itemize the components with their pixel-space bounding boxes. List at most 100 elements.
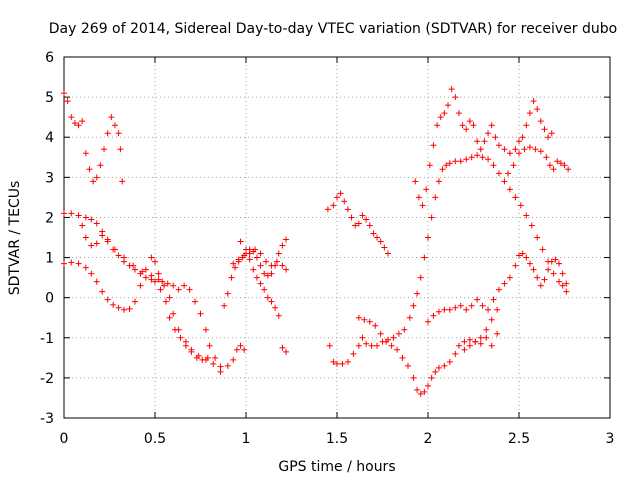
data-point <box>492 134 499 141</box>
grid-lines <box>64 57 610 418</box>
series-track-n <box>461 330 501 353</box>
data-point <box>368 342 375 349</box>
data-point <box>75 260 82 267</box>
series-track-c <box>61 254 224 375</box>
data-point <box>68 259 75 266</box>
data-point <box>510 162 517 169</box>
data-point <box>117 146 124 153</box>
data-point <box>534 274 541 281</box>
data-point <box>115 130 122 137</box>
data-point <box>212 354 219 361</box>
data-point <box>283 348 290 355</box>
data-point <box>182 342 189 349</box>
data-point <box>261 286 268 293</box>
data-point <box>115 304 122 311</box>
data-point <box>550 166 557 173</box>
data-point <box>104 296 111 303</box>
data-point <box>235 256 242 263</box>
data-point <box>516 138 522 145</box>
data-point <box>177 334 184 341</box>
data-point <box>501 146 508 153</box>
data-point <box>68 210 75 217</box>
data-point <box>526 260 533 267</box>
data-point <box>264 272 271 279</box>
data-point <box>563 288 570 295</box>
chart-title: Day 269 of 2014, Sidereal Day-to-day VTE… <box>49 21 617 37</box>
data-point <box>485 156 492 163</box>
data-point <box>556 260 563 267</box>
data-point <box>516 252 522 259</box>
data-point <box>430 312 437 319</box>
data-point <box>426 162 433 169</box>
data-point <box>104 238 111 245</box>
data-point <box>230 260 237 267</box>
data-point <box>423 186 430 193</box>
data-point <box>370 230 377 237</box>
data-point <box>483 334 490 341</box>
data-point <box>217 368 224 375</box>
data-point <box>434 122 441 129</box>
data-point <box>526 110 533 117</box>
data-point <box>273 258 280 265</box>
data-point <box>228 274 235 281</box>
data-point <box>64 98 71 105</box>
data-point <box>488 122 495 129</box>
data-point <box>272 304 279 311</box>
data-point <box>425 382 431 389</box>
data-point <box>361 316 368 323</box>
data-point <box>526 144 533 151</box>
data-point <box>395 330 402 337</box>
data-point <box>463 306 470 313</box>
data-point <box>377 238 384 245</box>
data-point <box>457 302 464 309</box>
data-point <box>159 278 166 285</box>
data-point <box>530 266 537 273</box>
data-point <box>99 228 106 235</box>
data-point <box>401 326 408 333</box>
data-point <box>432 368 439 375</box>
data-point <box>88 242 95 249</box>
data-point <box>445 102 452 109</box>
data-point <box>119 178 126 185</box>
series-track-i <box>326 152 570 367</box>
data-point <box>250 266 257 273</box>
x-tick-label: 0.5 <box>144 431 166 447</box>
data-point <box>152 278 158 285</box>
data-point <box>172 326 179 333</box>
data-point <box>344 358 351 365</box>
data-point <box>461 346 468 353</box>
data-point <box>257 250 264 257</box>
data-point <box>414 386 421 393</box>
data-point <box>61 260 67 267</box>
data-point <box>552 256 559 263</box>
data-point <box>68 114 75 121</box>
data-point <box>455 110 462 117</box>
data-point <box>188 348 195 355</box>
x-tick-label: 2.5 <box>508 431 530 447</box>
data-point <box>441 110 448 117</box>
data-point <box>417 390 424 397</box>
data-point <box>148 276 155 283</box>
data-point <box>543 154 550 161</box>
data-point <box>88 216 95 223</box>
data-point <box>519 134 526 141</box>
data-point <box>97 162 104 169</box>
data-point <box>490 162 497 169</box>
data-point <box>164 280 171 287</box>
data-point <box>253 254 260 261</box>
data-point <box>142 274 149 281</box>
data-point <box>170 310 177 317</box>
data-point <box>565 166 572 173</box>
data-point <box>452 158 459 165</box>
data-point <box>455 342 462 349</box>
data-point <box>512 146 519 153</box>
data-point <box>421 388 428 395</box>
data-point <box>90 178 97 185</box>
data-point <box>230 356 237 363</box>
data-point <box>410 374 417 381</box>
data-point <box>466 118 473 125</box>
data-point <box>430 142 437 149</box>
y-tick-label: 4 <box>45 130 54 146</box>
data-point <box>443 162 450 169</box>
